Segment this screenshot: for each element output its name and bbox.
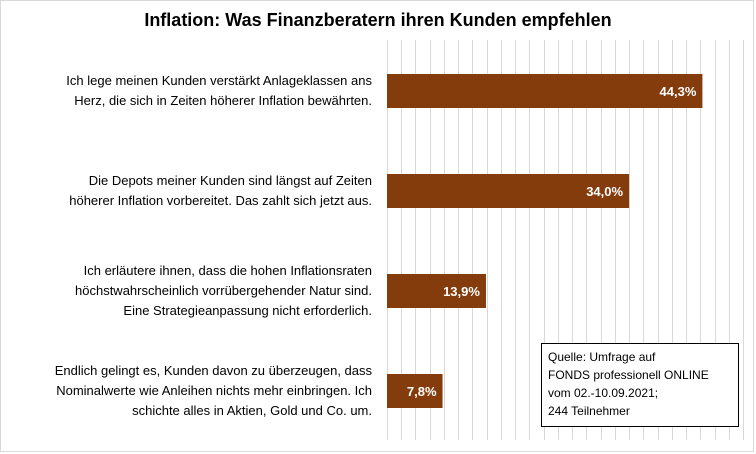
category-label-line: Herz, die sich in Zeiten höherer Inflati… xyxy=(74,93,372,108)
source-line-2: FONDS professionell ONLINE xyxy=(548,368,709,382)
source-line-3: vom 02.-10.09.2021; xyxy=(548,386,659,400)
category-label-line: Nominalwerte wie Anleihen nichts mehr ei… xyxy=(56,383,372,398)
bar-3 xyxy=(387,274,486,308)
data-label-3: 13,9% xyxy=(443,284,480,299)
data-label-2: 34,0% xyxy=(586,184,623,199)
category-label-2: Die Depots meiner Kunden sind längst auf… xyxy=(32,171,372,211)
data-label-4: 7,8% xyxy=(407,384,437,399)
category-label-line: höherer Inflation vorbereitet. Das zahlt… xyxy=(69,193,372,208)
category-label-line: Die Depots meiner Kunden sind längst auf… xyxy=(88,173,372,188)
category-label-4: Endlich gelingt es, Kunden davon zu über… xyxy=(32,361,372,421)
bar-2 xyxy=(387,174,630,208)
category-label-line: schichte alles in Aktien, Gold und Co. u… xyxy=(132,403,372,418)
category-label-line: höchstwahrscheinlich vorrübergehender Na… xyxy=(75,283,372,298)
category-label-line: Eine Strategieanpassung nicht erforderli… xyxy=(123,303,372,318)
data-label-1: 44,3% xyxy=(660,84,697,99)
bar-1 xyxy=(387,74,703,108)
category-label-3: Ich erläutere ihnen, dass die hohen Infl… xyxy=(32,261,372,321)
category-label-line: Ich lege meinen Kunden verstärkt Anlagek… xyxy=(66,73,372,88)
chart-title: Inflation: Was Finanzberatern ihren Kund… xyxy=(144,10,612,30)
category-label-1: Ich lege meinen Kunden verstärkt Anlagek… xyxy=(32,71,372,111)
category-label-line: Ich erläutere ihnen, dass die hohen Infl… xyxy=(83,263,372,278)
bar-4 xyxy=(387,374,443,408)
category-label-line: Endlich gelingt es, Kunden davon zu über… xyxy=(54,363,372,378)
source-line-4: 244 Teilnehmer xyxy=(548,404,630,418)
source-line-1: Quelle: Umfrage auf xyxy=(548,350,656,364)
source-note: Quelle: Umfrage auf FONDS professionell … xyxy=(541,343,739,427)
